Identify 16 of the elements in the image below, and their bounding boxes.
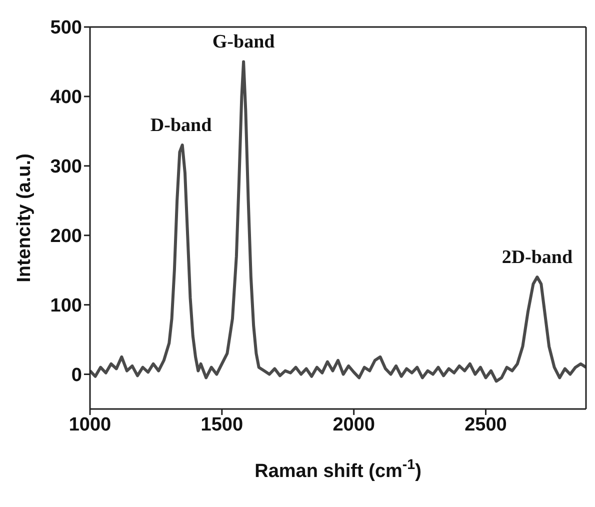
y-axis-title: Intencity (a.u.) xyxy=(14,154,35,282)
annotation: G-band xyxy=(212,32,276,53)
y-tick-label: 0 xyxy=(71,365,82,386)
x-axis-title: Raman shift (cm$^{-1}$) xyxy=(254,457,422,482)
x-tick-label: 2000 xyxy=(332,414,375,436)
y-tick-label: 500 xyxy=(50,18,82,39)
annotation: D-band xyxy=(150,115,212,136)
line-series xyxy=(90,60,586,383)
x-tick-label: 2500 xyxy=(464,414,507,436)
x-tick-label: 1500 xyxy=(200,414,244,436)
y-tick-label: 400 xyxy=(50,87,82,108)
y-tick-label: 300 xyxy=(50,156,82,178)
y-tick-label: 200 xyxy=(50,226,82,248)
annotation: 2D-band xyxy=(502,247,573,268)
y-tick-label: 100 xyxy=(50,296,82,317)
x-tick-label: 1000 xyxy=(68,414,112,436)
